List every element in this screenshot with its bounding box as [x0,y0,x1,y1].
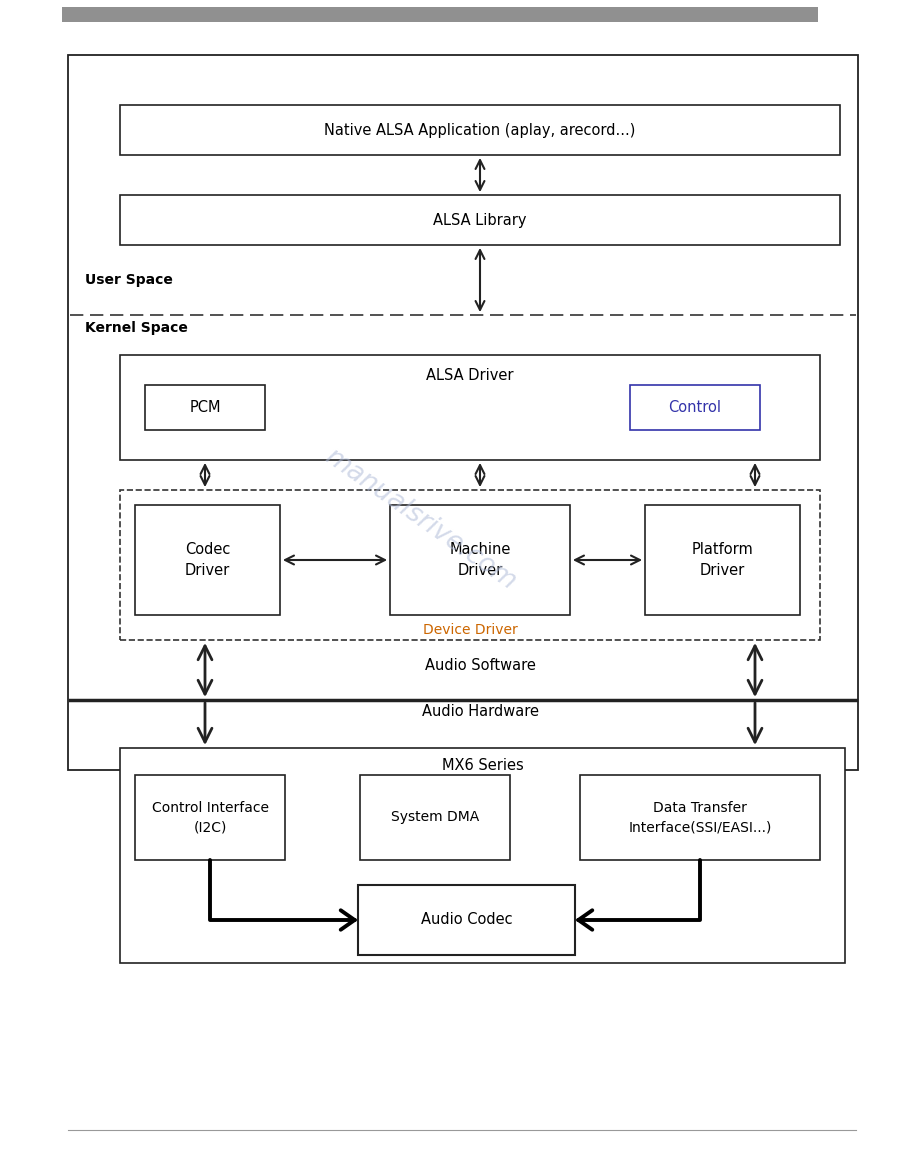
Text: Machine
Driver: Machine Driver [449,542,510,578]
Text: Native ALSA Application (aplay, arecord...): Native ALSA Application (aplay, arecord.… [324,122,635,138]
Text: Kernel Space: Kernel Space [85,321,188,335]
Text: Audio Software: Audio Software [424,658,535,673]
Bar [120,490,820,640]
Text: Device Driver: Device Driver [422,623,518,637]
Bar [645,505,800,614]
Bar [62,7,818,22]
Text: ALSA Library: ALSA Library [433,212,527,227]
Bar [700,7,818,22]
Bar [120,749,845,963]
Text: PCM: PCM [189,400,220,415]
Text: Audio Hardware: Audio Hardware [421,704,539,719]
FancyArrowPatch shape [210,861,354,929]
Bar [580,775,820,861]
Bar [120,105,840,155]
Bar [145,385,265,430]
Bar [120,354,820,461]
Bar [358,885,575,955]
Bar [135,505,280,614]
Bar [68,55,858,770]
Text: Control: Control [668,400,722,415]
Text: Control Interface
(I2C): Control Interface (I2C) [151,801,268,834]
Text: Codec
Driver: Codec Driver [185,542,230,578]
Text: MX6 Series: MX6 Series [442,759,523,773]
Text: manualsrive.com: manualsrive.com [319,444,521,596]
Text: Platform
Driver: Platform Driver [691,542,754,578]
Text: System DMA: System DMA [391,810,479,824]
Bar [630,385,760,430]
Bar [360,775,510,861]
Text: Audio Codec: Audio Codec [420,913,512,927]
FancyArrowPatch shape [578,861,700,929]
Bar [390,505,570,614]
Bar [120,195,840,245]
Text: Data Transfer
Interface(SSI/EASI...): Data Transfer Interface(SSI/EASI...) [628,801,772,834]
Bar [135,775,285,861]
Text: User Space: User Space [85,273,173,287]
Text: ALSA Driver: ALSA Driver [426,367,514,382]
